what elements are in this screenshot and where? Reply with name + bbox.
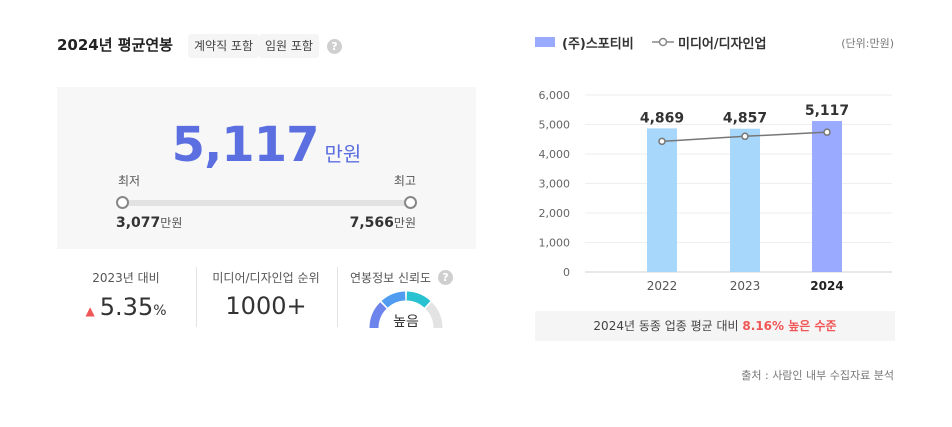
average-salary-unit: 만원 [324,142,362,166]
industry-point [658,137,666,146]
divider [337,267,338,327]
reliability-help-icon[interactable]: ? [438,270,453,285]
yoy-change: ▲ 5.35% [66,293,186,321]
min-salary-unit: 만원 [160,216,183,230]
max-marker [404,196,417,209]
industry-comparison-note: 2024년 동종 업종 평균 대비 8.16% 높은 수준 [535,311,895,341]
gauge-segment-low [369,302,387,329]
executive-included-chip: 임원 포함 [259,34,319,58]
company-legend-swatch [535,37,555,47]
max-label: 최고 [393,174,416,188]
contract-included-chip: 계약직 포함 [188,34,260,58]
note-highlight: 8.16% 높은 수준 [742,319,837,333]
company-bar [647,128,677,272]
x-tick-label: 2022 [647,279,678,293]
y-tick-label: 4,000 [539,148,571,161]
yoy-value: 5.35 [99,293,154,321]
average-salary-panel: 5,117 만원 최저 최고 3,077만원 7,566만원 [57,87,476,249]
industry-point [741,132,749,141]
company-legend-label: (주)스포티비 [562,37,634,52]
y-tick-label: 3,000 [539,178,571,191]
company-bar [812,121,842,273]
company-bar [730,128,760,272]
industry-rank-value: 1000+ [225,292,307,320]
x-tick-label: 2023 [730,279,761,293]
note-prefix: 2024년 동종 업종 평균 대비 [593,319,743,333]
min-marker [116,196,129,209]
reliability-gauge [369,291,443,329]
industry-legend-icon [652,37,674,47]
help-icon[interactable]: ? [327,39,342,54]
divider [196,267,197,327]
up-arrow-icon: ▲ [85,304,95,318]
average-salary-value: 5,117 [171,117,320,173]
salary-range-track [122,200,410,206]
bar-value-label: 4,869 [640,110,684,126]
gauge-segment-empty [425,302,443,329]
reliability-label: 연봉정보 신뢰도 [350,271,432,285]
y-tick-label: 5,000 [539,119,571,132]
gauge-segment-mid [381,291,406,308]
salary-chart: 0 1,000 2,000 3,000 4,000 5,000 6,000 4,869 2022… [539,89,892,293]
min-salary: 3,077만원 [116,212,182,231]
y-tick-label: 1,000 [539,237,571,250]
industry-point [823,128,831,136]
bar-value-label: 4,857 [723,111,767,127]
y-tick-label: 6,000 [539,89,571,102]
average-salary: 5,117 만원 [57,117,476,173]
gauge-segment-high [406,291,431,308]
page-title: 2024년 평균연봉 [57,36,173,54]
industry-legend-label: 미디어/디자인업 [678,37,767,52]
max-salary-value: 7,566 [349,215,394,231]
x-tick-label: 2024 [810,279,843,293]
yoy-label: 2023년 대비 [92,271,160,285]
min-label: 최저 [118,174,141,188]
max-salary-unit: 만원 [393,216,416,230]
bar-value-label: 5,117 [805,103,849,119]
source-note: 출처 : 사람인 내부 수집자료 분석 [741,369,894,382]
yoy-percent: % [153,303,167,319]
min-salary-value: 3,077 [116,215,161,231]
y-tick-label: 2,000 [539,207,571,220]
reliability-value: 높음 [393,314,419,330]
chart-unit: (단위:만원) [841,37,894,50]
max-salary: 7,566만원 [350,212,416,231]
y-tick-label: 0 [563,266,570,279]
industry-rank-label: 미디어/디자인업 순위 [212,271,320,285]
